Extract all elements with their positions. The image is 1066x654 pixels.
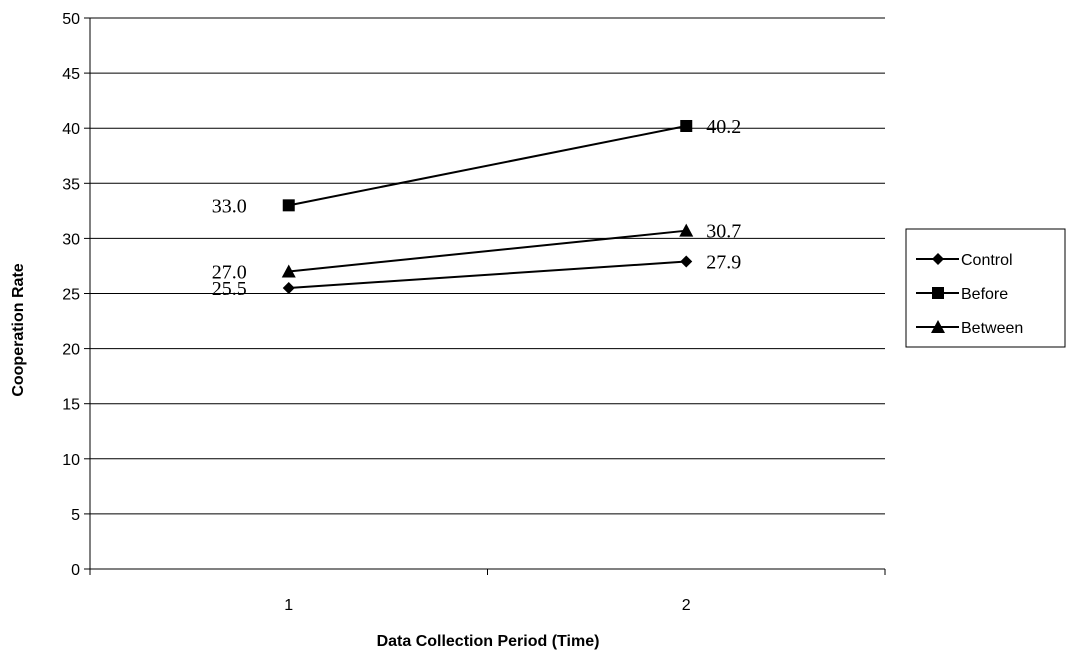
y-tick-label: 20: [62, 342, 80, 359]
y-tick-label: 35: [62, 176, 80, 193]
data-label-before: 40.2: [706, 116, 741, 138]
legend-marker-control: [932, 253, 944, 265]
y-tick-label: 50: [62, 11, 80, 28]
data-label-before: 33.0: [212, 195, 247, 217]
data-label-control: 27.9: [706, 252, 741, 274]
x-tick-label: 2: [682, 597, 691, 614]
data-point-before: [282, 199, 295, 212]
series-before: 33.0 40.2: [212, 116, 742, 217]
series-line-before: [288, 125, 687, 207]
data-label-between: 30.7: [706, 221, 741, 243]
y-tick-label: 40: [62, 121, 80, 138]
series-line-control: [288, 260, 687, 289]
x-tick-label: 1: [284, 597, 293, 614]
y-tick-label: 15: [62, 397, 80, 414]
y-tick-label: 5: [71, 507, 80, 524]
data-label-between: 27.0: [212, 261, 247, 283]
y-tick-label: 30: [62, 231, 80, 248]
legend-label-control: Control: [961, 252, 1013, 269]
series-between: 27.0 30.7: [212, 221, 742, 284]
y-axis-ticks: 0 5 10 15 20 25 30 35 40 45 50: [62, 11, 90, 579]
y-tick-label: 25: [62, 287, 80, 304]
series-control: 25.5 27.9: [212, 252, 742, 300]
data-point-control: [282, 281, 295, 294]
series-line-between: [288, 229, 687, 273]
legend-marker-between: [931, 320, 945, 333]
legend: Control Before Between: [905, 228, 1066, 348]
data-point-between: [281, 264, 296, 278]
y-axis-title: Cooperation Rate: [10, 263, 27, 396]
gridlines: [90, 17, 885, 515]
y-tick-label: 45: [62, 66, 80, 83]
data-point-control: [680, 255, 693, 268]
data-point-between: [679, 223, 694, 237]
legend-label-between: Between: [961, 320, 1023, 337]
legend-marker-before: [932, 287, 944, 299]
series-group: 25.5 27.9 33.0 40.2 27.0 30.7: [212, 116, 742, 300]
x-axis-title: Data Collection Period (Time): [377, 633, 600, 650]
legend-label-before: Before: [961, 286, 1008, 303]
data-label-control: 25.5: [212, 278, 247, 300]
y-tick-label: 10: [62, 452, 80, 469]
y-tick-label: 0: [71, 562, 80, 579]
data-point-before: [680, 119, 693, 132]
